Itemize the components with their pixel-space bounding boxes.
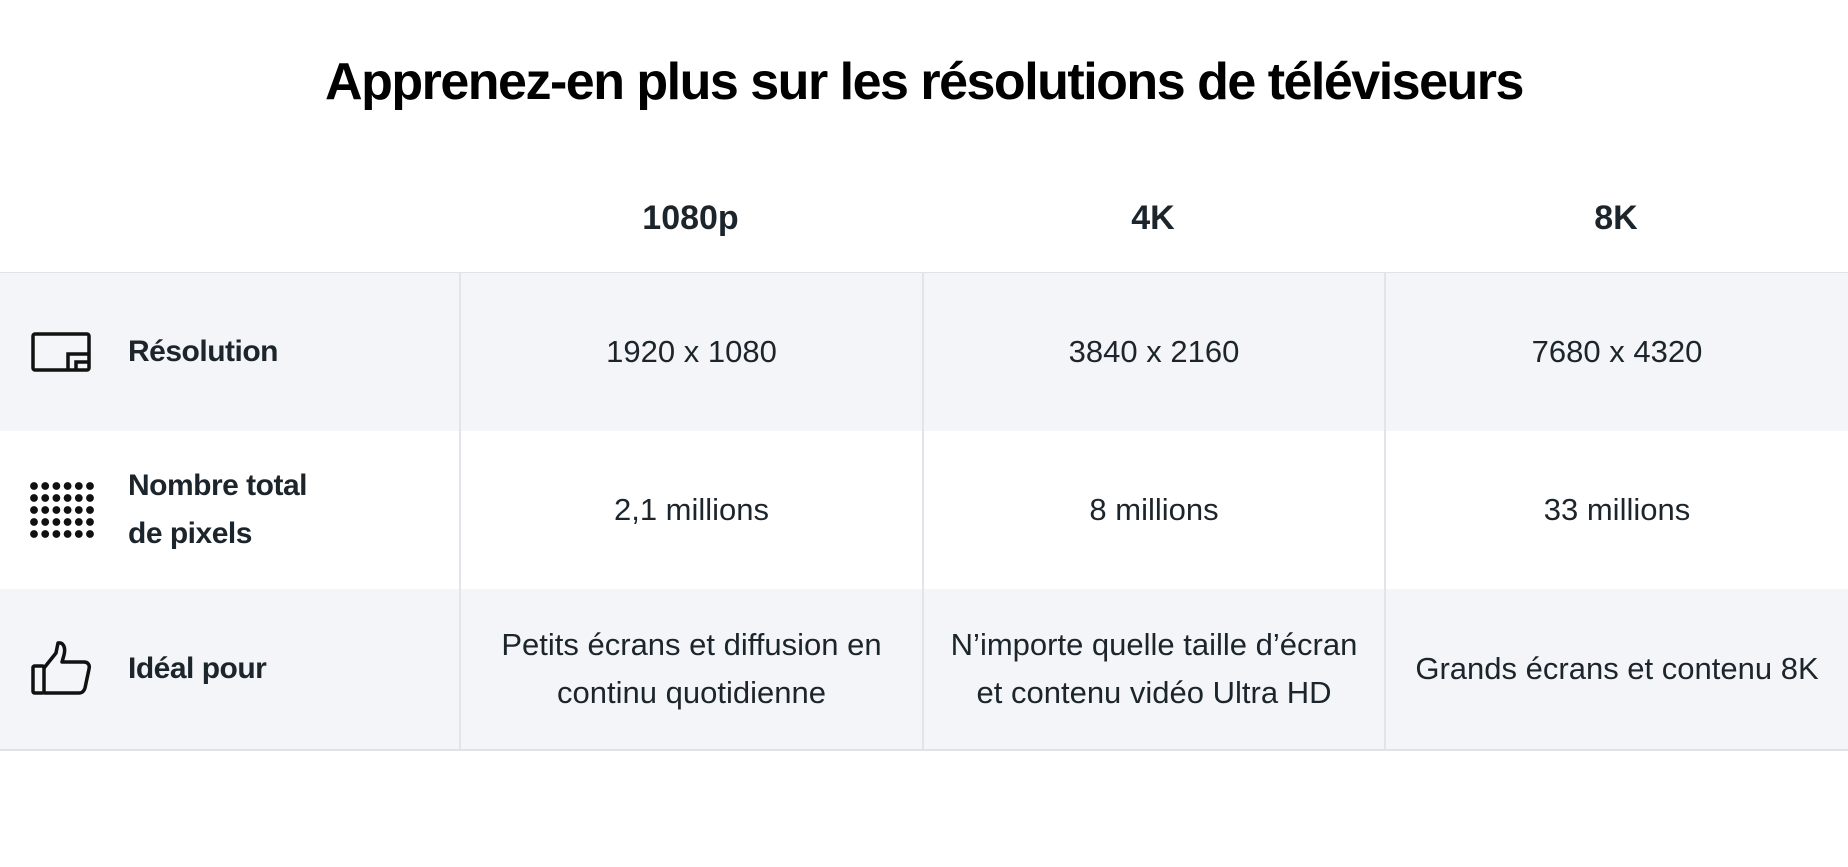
table-row-total-pixels: Nombre total de pixels 2,1 millions 8 mi… — [0, 431, 1848, 589]
column-header-8k: 8K — [1594, 198, 1638, 237]
row-label-cell: Résolution — [0, 273, 459, 431]
table-row-ideal-for: Idéal pour Petits écrans et diffusion en… — [0, 589, 1848, 751]
cell-8k: 33 millions — [1384, 431, 1848, 589]
comparison-table: 1080p 4K 8K Résolution 1920 x 1080 3840 … — [0, 164, 1848, 751]
table-row-resolution: Résolution 1920 x 1080 3840 x 2160 7680 … — [0, 272, 1848, 431]
header-corner — [0, 164, 459, 272]
column-header-4k: 4K — [1131, 198, 1175, 237]
screen-resolution-icon — [30, 320, 94, 384]
row-label-cell: Nombre total de pixels — [0, 431, 459, 589]
table-header-row: 1080p 4K 8K — [0, 164, 1848, 272]
row-label-cell: Idéal pour — [0, 589, 459, 749]
cell-4k: N’importe quelle taille d’écran et conte… — [922, 589, 1384, 749]
row-label: Idéal pour — [128, 652, 267, 685]
pixel-grid-icon — [30, 478, 94, 542]
cell-4k: 3840 x 2160 — [922, 273, 1384, 431]
cell-1080p: 1920 x 1080 — [459, 273, 922, 431]
cell-8k: 7680 x 4320 — [1384, 273, 1848, 431]
cell-1080p: Petits écrans et diffusion en continu qu… — [459, 589, 922, 749]
column-header-1080p: 1080p — [642, 198, 739, 237]
page-title: Apprenez-en plus sur les résolutions de … — [325, 53, 1524, 111]
thumbs-up-icon — [30, 637, 94, 701]
cell-8k: Grands écrans et contenu 8K — [1384, 589, 1848, 749]
row-label: Nombre total de pixels — [128, 469, 308, 550]
row-label: Résolution — [128, 335, 279, 368]
cell-1080p: 2,1 millions — [459, 431, 922, 589]
cell-4k: 8 millions — [922, 431, 1384, 589]
